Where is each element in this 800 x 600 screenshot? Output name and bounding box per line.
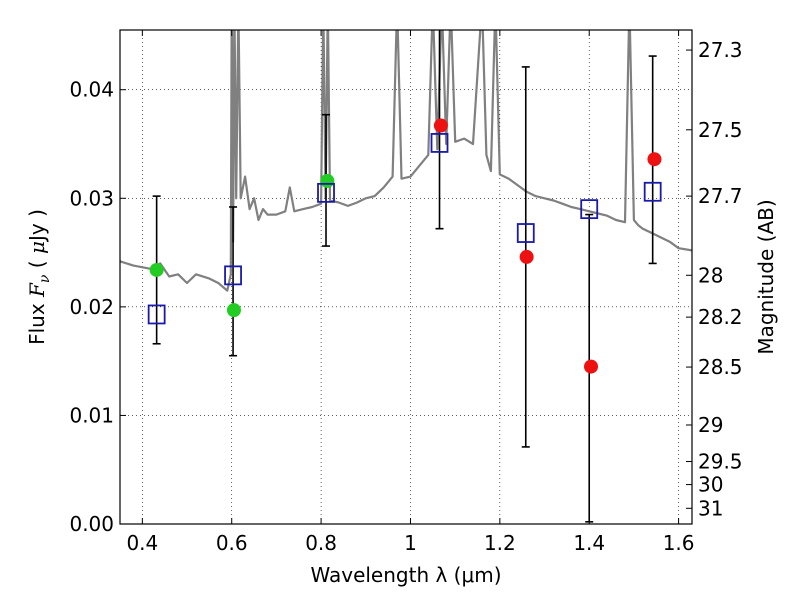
ticks (120, 30, 692, 525)
y2-tick-label: 30 (698, 473, 723, 497)
y2-tick-label: 27.7 (698, 184, 743, 208)
y2-tick-label: 27.5 (698, 118, 743, 142)
y2-tick-label: 28 (698, 263, 723, 287)
y-tick-label: 0.01 (69, 403, 114, 427)
plot-area (120, 30, 692, 524)
y2-tick-label: 31 (698, 496, 723, 520)
y2-axis-label: Magnitude (AB) (754, 199, 778, 354)
x-tick-label: 1.4 (573, 531, 605, 555)
y2-tick-label: 27.3 (698, 38, 743, 62)
observed-point (320, 173, 335, 188)
y-axis-label: Flux Fν ( μJy ) (25, 209, 53, 345)
x-tick-label: 1.6 (663, 531, 695, 555)
observed-point (149, 262, 164, 277)
y-tick-label: 0.03 (69, 186, 114, 210)
synthetic-point (516, 223, 535, 243)
y2-tick-label: 28.2 (698, 305, 743, 329)
observed-point (519, 249, 534, 264)
synthetic-point (430, 133, 449, 153)
x-tick-labels: 0.4 0.6 0.8 1 1.2 1.4 1.6 (126, 531, 694, 555)
model-spectrum-line (120, 30, 692, 292)
observed-point (584, 359, 599, 374)
x-axis-label: Wavelength λ (μm) (310, 563, 501, 587)
x-tick-label: 1 (404, 531, 417, 555)
x-tick-label: 0.6 (216, 531, 248, 555)
x-tick-label: 1.2 (484, 531, 516, 555)
plot-frame (119, 29, 693, 525)
synthetic-point (643, 181, 662, 202)
observed-point (647, 152, 662, 167)
y-tick-labels: 0.00 0.01 0.02 0.03 0.04 (69, 78, 114, 536)
observed-point (226, 303, 241, 318)
y-tick-label: 0.04 (69, 78, 114, 102)
y2-tick-label: 29 (698, 413, 723, 437)
observed-point (433, 118, 448, 133)
y-tick-label: 0.02 (69, 295, 114, 319)
y-tick-label: 0.00 (69, 512, 114, 536)
synthetic-point (317, 182, 335, 203)
y2-tick-label: 29.5 (698, 450, 743, 474)
y2-tick-label: 28.5 (698, 355, 743, 379)
synthetic-points-layer (147, 133, 662, 325)
x-tick-label: 0.8 (305, 531, 337, 555)
x-tick-label: 0.4 (126, 531, 158, 555)
grid (120, 30, 692, 524)
synthetic-point (147, 304, 166, 325)
synthetic-point (580, 199, 599, 220)
model-spectrum-layer (120, 30, 692, 292)
synthetic-point (224, 265, 242, 286)
